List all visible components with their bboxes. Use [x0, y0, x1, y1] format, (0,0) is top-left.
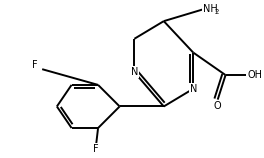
Text: 2: 2 — [215, 9, 219, 15]
Text: N: N — [190, 84, 197, 94]
Text: OH: OH — [247, 70, 262, 80]
Text: N: N — [131, 67, 138, 77]
Text: F: F — [31, 60, 37, 70]
Text: NH: NH — [203, 4, 218, 14]
Text: O: O — [214, 101, 221, 111]
Text: F: F — [93, 144, 99, 154]
